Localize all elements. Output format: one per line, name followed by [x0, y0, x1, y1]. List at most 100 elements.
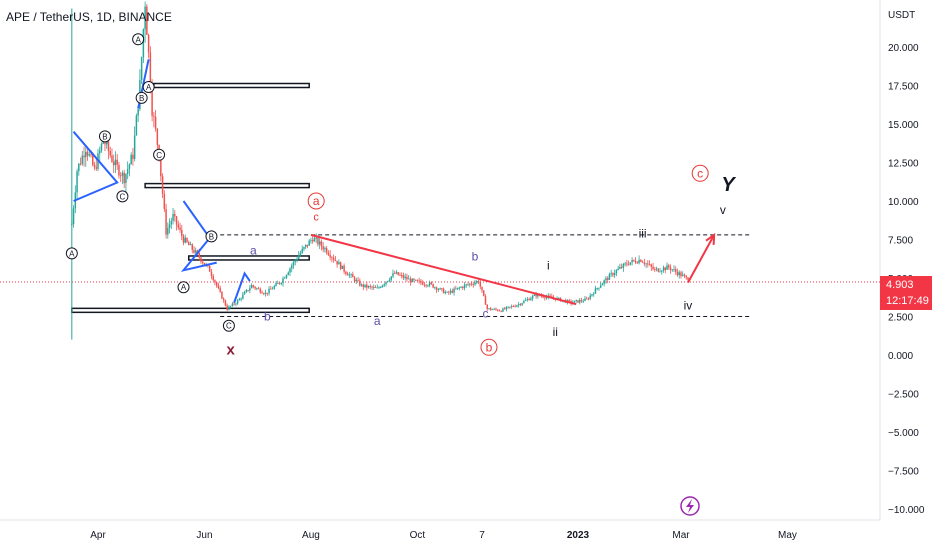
candle-body [406, 276, 408, 280]
candle-body [568, 300, 571, 301]
candle-body [444, 292, 447, 294]
candle-body [456, 287, 459, 289]
candle-body [399, 275, 401, 276]
candles [71, 1, 689, 340]
candle-body [334, 259, 337, 261]
candle-body [371, 286, 373, 288]
lightning-icon[interactable] [680, 496, 700, 516]
candle-body [137, 109, 139, 116]
candle-body [512, 306, 515, 307]
level-box [144, 182, 310, 189]
candle-body [285, 274, 288, 278]
candle-body [603, 280, 605, 284]
candle-body [221, 291, 223, 299]
candle-body [481, 286, 483, 291]
candle-body [425, 284, 427, 286]
candle-body [311, 240, 314, 242]
candle-body [634, 260, 637, 263]
candle-body [373, 287, 375, 288]
wave-label-circle [691, 164, 709, 182]
candle-body [325, 248, 328, 253]
candle-body [428, 282, 431, 286]
candle-body [413, 278, 415, 281]
wave-label: B [139, 94, 144, 103]
candle-body [191, 244, 194, 250]
candle-body [486, 304, 488, 309]
candle-body [678, 272, 680, 276]
candle-body [390, 276, 392, 280]
wave-label: B [209, 232, 214, 241]
candle-body [421, 282, 424, 285]
candle-body [393, 273, 396, 275]
candle-body [540, 295, 543, 297]
price-tick-label: 2.500 [888, 313, 913, 324]
candle-body [201, 261, 204, 263]
candle-body [233, 303, 235, 305]
trendline [687, 234, 716, 284]
candle-body [659, 271, 661, 273]
time-axis[interactable]: Apr Jun Aug Oct 7 2023 Mar May [90, 530, 797, 541]
candle-body [167, 227, 169, 235]
candle-body [107, 141, 110, 152]
price-tick-label: −7.500 [888, 467, 919, 478]
candle-body [208, 266, 211, 272]
candle-body [385, 281, 387, 285]
candle-body [503, 308, 506, 310]
candle-body [669, 267, 672, 270]
wave-label: i [547, 259, 550, 273]
candle-body [650, 264, 653, 267]
candle-body [587, 298, 590, 300]
candle-body [222, 298, 225, 301]
candle-body [435, 287, 438, 290]
candle-body [324, 248, 326, 250]
candle-body [85, 151, 87, 158]
candle-body [535, 294, 537, 297]
candle-body [380, 287, 382, 288]
candle-body [432, 283, 434, 288]
candle-body [666, 265, 668, 270]
candle-body [613, 273, 616, 276]
candle-body [367, 286, 370, 288]
candle-body [264, 292, 267, 294]
candle-body [338, 262, 340, 265]
candle-body [92, 155, 94, 166]
candle-body [549, 295, 551, 297]
candle-body [582, 301, 584, 302]
candle-body [531, 295, 534, 299]
candle-body [573, 300, 576, 303]
candle-body [442, 288, 445, 294]
candle-body [575, 300, 578, 302]
candle-body [484, 296, 487, 305]
time-tick-label: 2023 [567, 530, 590, 541]
wave-label-circle [135, 91, 148, 104]
wave-label: x [226, 341, 235, 358]
candle-body [320, 241, 323, 247]
candle-body [577, 300, 579, 303]
candle-body [465, 284, 468, 286]
candle-body [231, 303, 234, 306]
candle-body [116, 159, 118, 165]
wave-label: b [264, 310, 271, 324]
candle-body [228, 306, 230, 310]
candle-body [397, 272, 399, 276]
candle-body [446, 291, 448, 293]
candle-body [114, 159, 117, 166]
trend-arrowhead [705, 232, 716, 245]
candle-body [93, 165, 96, 168]
candle-body [502, 308, 504, 312]
candle-body [212, 275, 214, 281]
candle-body [500, 310, 502, 312]
candle-body [608, 274, 611, 280]
candle-body [591, 294, 593, 296]
candle-body [366, 284, 368, 288]
wave-label-circle [177, 281, 190, 294]
candle-body [271, 288, 274, 290]
candle-body [411, 278, 413, 283]
wave-label: v [720, 203, 726, 217]
candle-body [168, 224, 171, 228]
current-price-value: 4.903 [886, 279, 914, 291]
candle-body [605, 278, 607, 281]
currency-label: USDT [888, 10, 916, 21]
wave-label: c [482, 306, 488, 320]
